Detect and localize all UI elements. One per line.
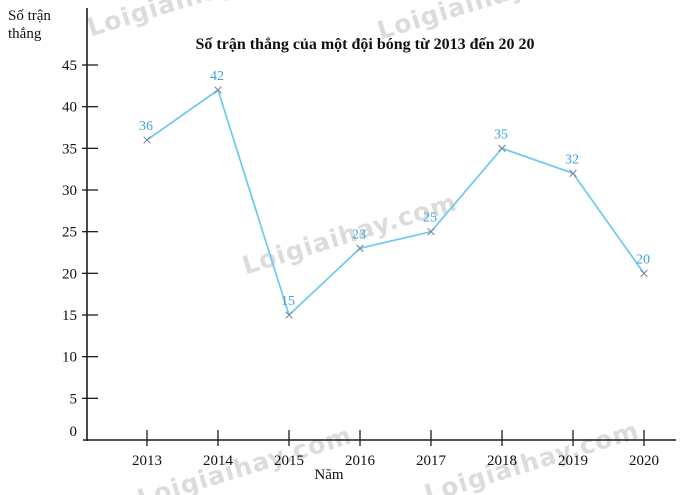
data-point-marker (356, 244, 364, 253)
y-axis-title: Số trận thắng (8, 8, 51, 42)
data-point-marker (214, 86, 222, 94)
x-tick-label: 2015 (274, 453, 304, 469)
y-tick-label: 0 (70, 424, 78, 440)
y-tick-label: 10 (62, 350, 77, 366)
data-point-label: 20 (636, 252, 650, 267)
data-point-label: 15 (281, 294, 295, 309)
data-point-label: 36 (139, 119, 153, 134)
x-tick-label: 2016 (345, 453, 376, 469)
y-tick-label: 20 (62, 266, 77, 282)
data-point-label: 32 (565, 152, 579, 167)
data-point-marker (569, 169, 577, 178)
data-point-label: 23 (352, 227, 366, 242)
data-point-marker (143, 136, 151, 144)
y-tick-label: 30 (62, 183, 77, 199)
data-point-label: 25 (423, 211, 437, 226)
data-point-marker (285, 311, 293, 319)
data-point-label: 42 (210, 69, 224, 84)
data-line (146, 89, 645, 316)
y-tick-label: 45 (62, 58, 77, 74)
data-point-marker (427, 227, 435, 236)
x-axis-title: Năm (314, 467, 344, 483)
y-tick-label: 35 (62, 141, 77, 157)
x-tick-label: 2017 (416, 453, 447, 469)
data-point-marker (640, 269, 648, 278)
chart-title: Số trận thắng của một đội bóng từ 2013 đ… (195, 36, 535, 53)
x-tick-label: 2020 (629, 453, 659, 469)
y-tick-label: 40 (62, 100, 77, 116)
x-tick-label: 2014 (203, 453, 234, 469)
data-point-marker (498, 144, 506, 153)
x-tick-label: 2019 (558, 453, 588, 469)
y-tick-label: 25 (62, 225, 77, 241)
data-point-label: 35 (494, 127, 508, 142)
x-tick-label: 2013 (132, 453, 162, 469)
y-tick-label: 5 (70, 391, 78, 407)
y-tick-label: 15 (62, 308, 77, 324)
x-tick-label: 2018 (487, 453, 517, 469)
